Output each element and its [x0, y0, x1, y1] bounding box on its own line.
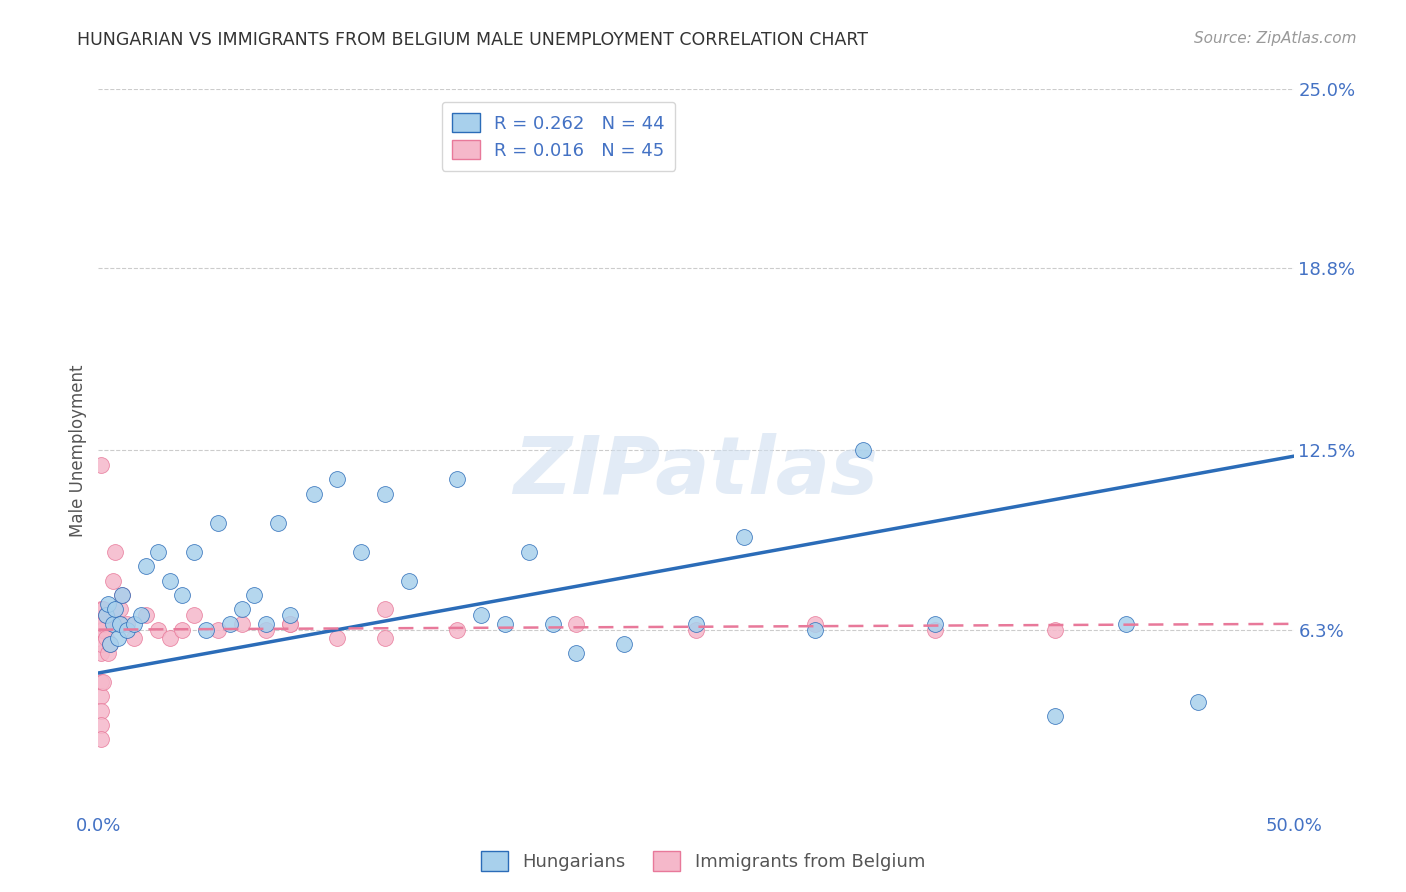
Point [90, 646, 112, 660]
Point [135, 559, 157, 574]
Point [350, 544, 373, 558]
Point [374, 602, 396, 616]
Point [565, 616, 588, 631]
Point [924, 616, 946, 631]
Point [804, 616, 827, 631]
Point [470, 608, 492, 623]
Point [183, 608, 205, 623]
Point [231, 616, 253, 631]
Point [517, 544, 540, 558]
Point [804, 623, 827, 637]
Point [90, 637, 112, 651]
Point [267, 516, 290, 530]
Point [183, 544, 205, 558]
Point [101, 616, 124, 631]
Point [159, 574, 181, 588]
Point [278, 616, 301, 631]
Point [326, 632, 349, 646]
Point [91, 623, 114, 637]
Point [90, 458, 112, 472]
Point [494, 616, 516, 631]
Point [1043, 623, 1066, 637]
Text: ZIPatlas: ZIPatlas [513, 434, 879, 511]
Point [685, 616, 707, 631]
Point [115, 616, 138, 631]
Point [374, 487, 396, 501]
Y-axis label: Male Unemployment: Male Unemployment [69, 364, 87, 537]
Point [148, 623, 170, 637]
Point [326, 472, 349, 486]
Point [94, 632, 117, 646]
Legend: Hungarians, Immigrants from Belgium: Hungarians, Immigrants from Belgium [474, 844, 932, 879]
Point [90, 616, 112, 631]
Point [90, 704, 112, 718]
Point [852, 443, 875, 458]
Point [124, 616, 146, 631]
Point [108, 616, 131, 631]
Point [1043, 709, 1066, 723]
Point [159, 632, 181, 646]
Point [91, 674, 114, 689]
Point [219, 616, 242, 631]
Point [243, 588, 266, 602]
Point [97, 646, 120, 660]
Point [104, 544, 127, 558]
Point [278, 608, 301, 623]
Point [124, 632, 146, 646]
Point [446, 623, 468, 637]
Point [90, 602, 112, 616]
Point [97, 597, 120, 611]
Point [254, 623, 277, 637]
Point [90, 732, 112, 747]
Point [195, 623, 218, 637]
Point [90, 674, 112, 689]
Point [172, 588, 194, 602]
Point [90, 718, 112, 732]
Point [231, 602, 253, 616]
Point [91, 602, 114, 616]
Text: Source: ZipAtlas.com: Source: ZipAtlas.com [1194, 31, 1357, 46]
Point [207, 516, 229, 530]
Point [733, 530, 755, 544]
Point [207, 623, 229, 637]
Point [98, 637, 122, 651]
Point [90, 689, 112, 703]
Point [1187, 695, 1209, 709]
Point [565, 646, 588, 660]
Point [613, 637, 636, 651]
Point [302, 487, 325, 501]
Point [90, 623, 112, 637]
Point [135, 608, 157, 623]
Point [108, 602, 131, 616]
Point [148, 544, 170, 558]
Point [107, 632, 129, 646]
Point [374, 632, 396, 646]
Point [541, 616, 564, 631]
Point [172, 623, 194, 637]
Point [1115, 616, 1137, 631]
Point [107, 616, 129, 631]
Point [101, 574, 124, 588]
Point [131, 608, 153, 623]
Text: HUNGARIAN VS IMMIGRANTS FROM BELGIUM MALE UNEMPLOYMENT CORRELATION CHART: HUNGARIAN VS IMMIGRANTS FROM BELGIUM MAL… [77, 31, 869, 49]
Point [111, 588, 134, 602]
Point [94, 608, 117, 623]
Point [98, 637, 122, 651]
Point [924, 623, 946, 637]
Point [398, 574, 420, 588]
Point [104, 602, 127, 616]
Point [685, 623, 707, 637]
Point [111, 588, 134, 602]
Point [278, 616, 301, 631]
Point [94, 608, 117, 623]
Point [446, 472, 468, 486]
Legend: R = 0.262   N = 44, R = 0.016   N = 45: R = 0.262 N = 44, R = 0.016 N = 45 [441, 102, 675, 170]
Point [115, 623, 138, 637]
Point [91, 616, 114, 631]
Point [254, 616, 277, 631]
